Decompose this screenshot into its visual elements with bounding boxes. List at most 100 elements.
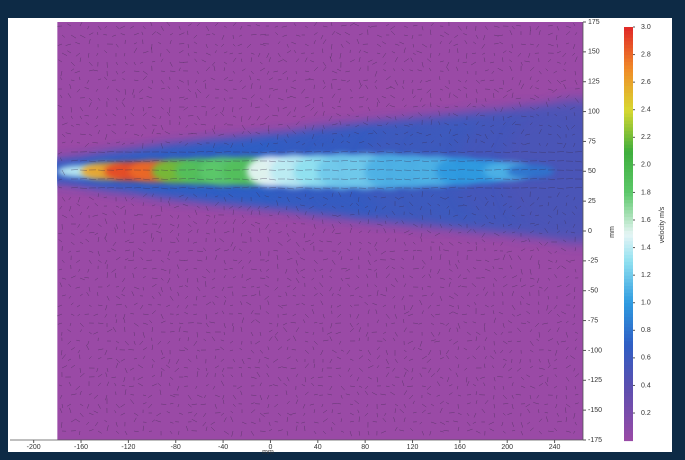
colorbar-segment [624,385,633,389]
jet-core-blob [507,164,554,178]
y-tick-label: 0 [588,228,592,235]
colorbar-segment [624,44,633,48]
colorbar-tick-label: 0.2 [641,410,651,417]
colorbar-segment [624,403,633,407]
colorbar-tick-label: 2.4 [641,107,651,114]
colorbar-segment [624,254,633,258]
x-tick-label: 240 [549,444,561,451]
colorbar-segment [624,227,633,231]
colorbar-segment [624,196,633,200]
colorbar-label: velocity m/s [659,206,666,243]
colorbar-segment [624,120,633,124]
colorbar-segment [624,365,633,369]
colorbar-segment [624,75,633,79]
y-tick-label: 175 [588,19,600,26]
colorbar-segment [624,279,633,283]
colorbar-segment [624,37,633,41]
colorbar-segment [624,220,633,224]
y-axis-label: mm [609,226,616,238]
colorbar-segment [624,141,633,145]
colorbar-segment [624,358,633,362]
colorbar-segment [624,192,633,196]
x-tick-label: 40 [314,444,322,451]
colorbar-tick-label: 2.6 [641,79,651,86]
colorbar-segment [624,203,633,207]
y-tick-label: -125 [588,377,602,384]
colorbar-segment [624,51,633,55]
colorbar-segment [624,134,633,138]
colorbar-segment [624,113,633,117]
colorbar-segment [624,430,633,434]
colorbar-segment [624,230,633,234]
colorbar-tick-label: 1.4 [641,244,651,251]
y-tick-label: 125 [588,79,600,86]
colorbar-segment [624,289,633,293]
colorbar-tick-label: 2.0 [641,162,651,169]
colorbar-tick-label: 1.8 [641,189,651,196]
colorbar-tick-label: 2.8 [641,51,651,58]
y-tick-label: -100 [588,347,602,354]
colorbar-segment [624,27,633,31]
y-tick-label: -150 [588,407,602,414]
colorbar-segment [624,368,633,372]
colorbar-tick-label: 0.8 [641,327,651,334]
colorbar-segment [624,296,633,300]
colorbar-segment [624,106,633,110]
colorbar-segment [624,327,633,331]
colorbar-segment [624,248,633,252]
colorbar-segment [624,117,633,121]
colorbar-segment [624,179,633,183]
colorbar-segment [624,396,633,400]
colorbar-tick-label: 3.0 [641,24,651,31]
colorbar-segment [624,55,633,59]
colorbar-segment [624,282,633,286]
y-tick-label: -175 [588,437,602,444]
colorbar-segment [624,337,633,341]
colorbar-segment [624,48,633,52]
colorbar-segment [624,320,633,324]
colorbar-segment [624,96,633,100]
colorbar-segment [624,61,633,65]
colorbar-segment [624,72,633,76]
colorbar-segment [624,41,633,45]
colorbar-segment [624,89,633,93]
colorbar-segment [624,151,633,155]
colorbar-segment [624,434,633,438]
colorbar-segment [624,317,633,321]
colorbar-tick-label: 1.6 [641,217,651,224]
x-axis-label: mm [262,449,274,456]
colorbar-segment [624,372,633,376]
colorbar-segment [624,272,633,276]
colorbar-segment [624,427,633,431]
y-tick-label: 75 [588,138,596,145]
x-tick-label: 80 [361,444,369,451]
colorbar-segment [624,306,633,310]
colorbar-segment [624,92,633,96]
colorbar-segment [624,244,633,248]
colorbar-segment [624,416,633,420]
colorbar-segment [624,303,633,307]
x-tick-label: -40 [218,444,228,451]
colorbar-segment [624,65,633,69]
x-tick-label: 200 [501,444,513,451]
colorbar-segment [624,275,633,279]
y-tick-label: 100 [588,108,600,115]
colorbar-segment [624,110,633,114]
colorbar-segment [624,286,633,290]
colorbar-segment [624,172,633,176]
colorbar-segment [624,199,633,203]
colorbar-segment [624,186,633,190]
colorbar-segment [624,99,633,103]
colorbar-segment [624,237,633,241]
colorbar-segment [624,103,633,107]
field [0,20,654,440]
colorbar-segment [624,410,633,414]
colorbar-segment [624,130,633,134]
colorbar-segment [624,351,633,355]
colorbar-segment [624,124,633,128]
x-tick-label: -160 [74,444,88,451]
x-tick-label: 160 [454,444,466,451]
colorbar-segment [624,68,633,72]
x-tick-label: -80 [171,444,181,451]
colorbar-segment [624,58,633,62]
